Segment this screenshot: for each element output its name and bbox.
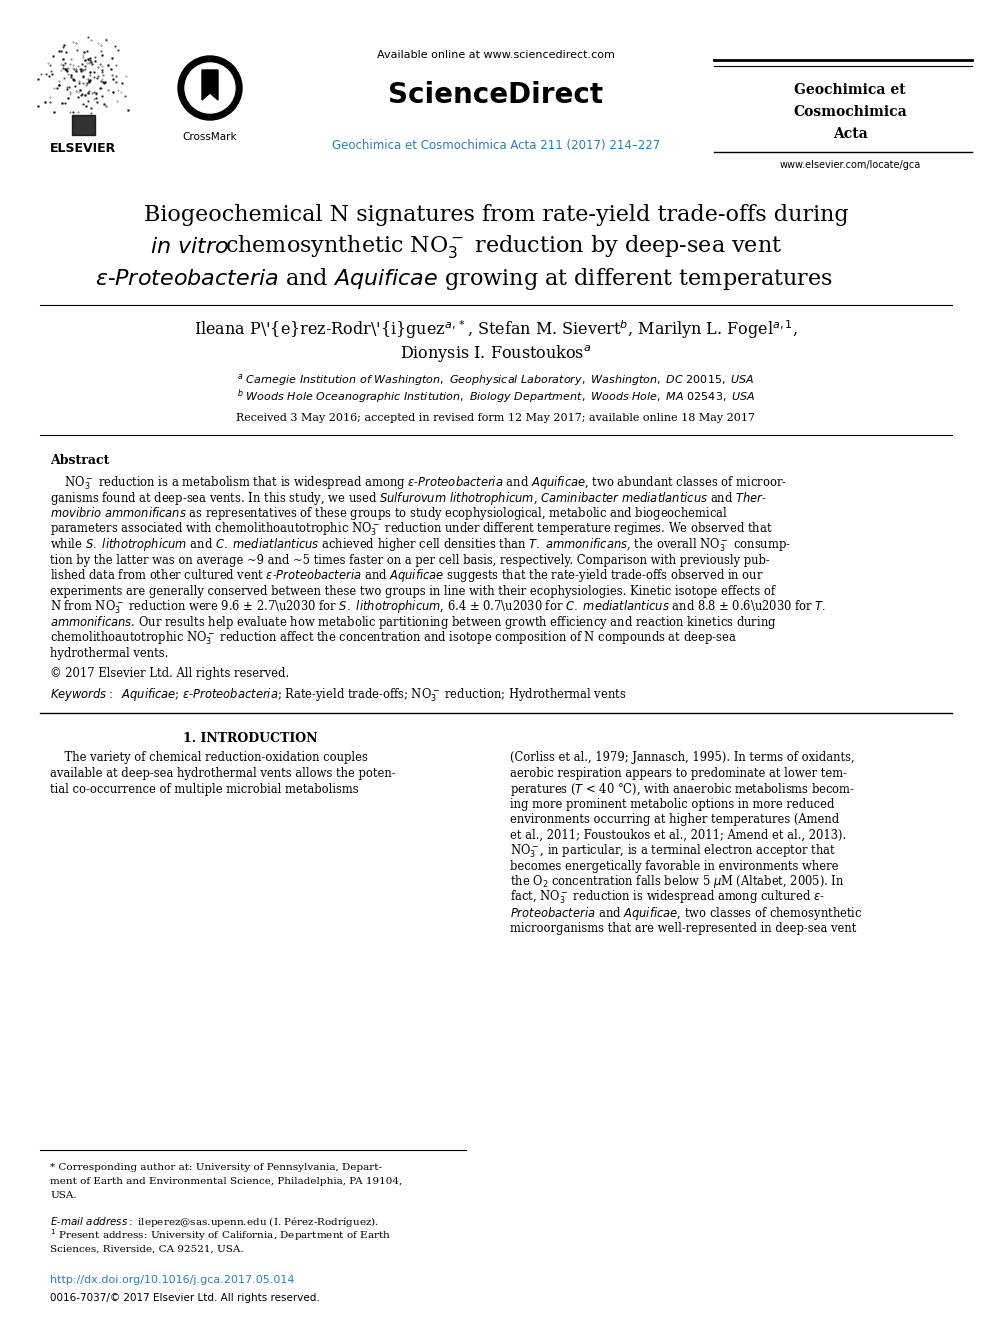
Text: experiments are generally conserved between these two groups in line with their : experiments are generally conserved betw… — [50, 585, 775, 598]
Text: hydrothermal vents.: hydrothermal vents. — [50, 647, 169, 660]
Text: Geochimica et: Geochimica et — [795, 83, 906, 97]
Text: $\mathit{E}$-$\mathit{mail\ address:}$ ileperez@sas.upenn.edu (I. Pérez-Rodrígue: $\mathit{E}$-$\mathit{mail\ address:}$ i… — [50, 1215, 379, 1229]
Text: USA.: USA. — [50, 1191, 76, 1200]
Text: $^{1}$ Present address: University of California, Department of Earth: $^{1}$ Present address: University of Ca… — [50, 1228, 391, 1244]
Text: NO$_3^-$ reduction is a metabolism that is widespread among $\mathit{\varepsilon: NO$_3^-$ reduction is a metabolism that … — [50, 474, 787, 492]
Text: (Corliss et al., 1979; Jannasch, 1995). In terms of oxidants,: (Corliss et al., 1979; Jannasch, 1995). … — [510, 751, 855, 765]
Text: ganisms found at deep-sea vents. In this study, we used $\mathit{Sulfurovum\ lit: ganisms found at deep-sea vents. In this… — [50, 490, 767, 507]
Text: tial co-occurrence of multiple microbial metabolisms: tial co-occurrence of multiple microbial… — [50, 782, 359, 795]
Text: while $\mathit{S.\ lithotrophicum}$ and $\mathit{C.\ mediatlanticus}$ achieved h: while $\mathit{S.\ lithotrophicum}$ and … — [50, 536, 791, 554]
Text: © 2017 Elsevier Ltd. All rights reserved.: © 2017 Elsevier Ltd. All rights reserved… — [50, 667, 290, 680]
Text: peratures ($\mathit{T}$ < 40 °C), with anaerobic metabolisms becom-: peratures ($\mathit{T}$ < 40 °C), with a… — [510, 781, 855, 798]
Text: aerobic respiration appears to predominate at lower tem-: aerobic respiration appears to predomina… — [510, 767, 847, 781]
Text: ELSEVIER: ELSEVIER — [50, 142, 116, 155]
Text: www.elsevier.com/locate/gca: www.elsevier.com/locate/gca — [780, 160, 921, 169]
Circle shape — [178, 56, 242, 120]
Text: 0016-7037/© 2017 Elsevier Ltd. All rights reserved.: 0016-7037/© 2017 Elsevier Ltd. All right… — [50, 1293, 319, 1303]
Text: Available online at www.sciencedirect.com: Available online at www.sciencedirect.co… — [377, 50, 615, 60]
Text: Abstract: Abstract — [50, 454, 109, 467]
Text: the O$_2$ concentration falls below 5 $\mu$M (Altabet, 2005). In: the O$_2$ concentration falls below 5 $\… — [510, 873, 844, 890]
Text: Dionysis I. Foustoukos$^{a}$: Dionysis I. Foustoukos$^{a}$ — [401, 344, 591, 365]
Text: environments occurring at higher temperatures (Amend: environments occurring at higher tempera… — [510, 814, 839, 827]
Text: Acta: Acta — [832, 127, 867, 142]
Text: $\mathit{in\ vitro}$: $\mathit{in\ vitro}$ — [150, 235, 229, 258]
Text: Received 3 May 2016; accepted in revised form 12 May 2017; available online 18 M: Received 3 May 2016; accepted in revised… — [236, 413, 756, 423]
Text: microorganisms that are well-represented in deep-sea vent: microorganisms that are well-represented… — [510, 922, 856, 935]
Text: ing more prominent metabolic options in more reduced: ing more prominent metabolic options in … — [510, 798, 834, 811]
Text: NO$_3^-$, in particular, is a terminal electron acceptor that: NO$_3^-$, in particular, is a terminal e… — [510, 843, 836, 860]
Text: http://dx.doi.org/10.1016/j.gca.2017.05.014: http://dx.doi.org/10.1016/j.gca.2017.05.… — [50, 1275, 295, 1285]
Text: Cosmochimica: Cosmochimica — [794, 105, 907, 119]
Text: $\mathit{Keywords:}$  $\mathit{Aquificae}$; $\mathit{\varepsilon}$-$\mathit{Prot: $\mathit{Keywords:}$ $\mathit{Aquificae}… — [50, 687, 627, 704]
Text: lished data from other cultured vent $\mathit{\varepsilon}$-$\mathit{Proteobacte: lished data from other cultured vent $\m… — [50, 568, 764, 585]
Polygon shape — [202, 70, 218, 101]
Text: et al., 2011; Foustoukos et al., 2011; Amend et al., 2013).: et al., 2011; Foustoukos et al., 2011; A… — [510, 830, 846, 841]
Text: The variety of chemical reduction-oxidation couples: The variety of chemical reduction-oxidat… — [50, 751, 368, 765]
Circle shape — [185, 64, 235, 112]
Text: $^{b}$ $\mathit{Woods\ Hole\ Oceanographic\ Institution,\ Biology\ Department,\ : $^{b}$ $\mathit{Woods\ Hole\ Oceanograph… — [237, 388, 755, 406]
Text: * Corresponding author at: University of Pennsylvania, Depart-: * Corresponding author at: University of… — [50, 1163, 382, 1172]
Text: N from NO$_3^-$ reduction were 9.6 $\pm$ 2.7\u2030 for $\mathit{S.\ lithotrophic: N from NO$_3^-$ reduction were 9.6 $\pm$… — [50, 598, 826, 615]
Text: $\mathit{Proteobacteria}$ and $\mathit{Aquificae}$, two classes of chemosyntheti: $\mathit{Proteobacteria}$ and $\mathit{A… — [510, 905, 862, 922]
Text: available at deep-sea hydrothermal vents allows the poten-: available at deep-sea hydrothermal vents… — [50, 767, 396, 781]
Text: Geochimica et Cosmochimica Acta 211 (2017) 214–227: Geochimica et Cosmochimica Acta 211 (201… — [332, 139, 660, 152]
Text: Sciences, Riverside, CA 92521, USA.: Sciences, Riverside, CA 92521, USA. — [50, 1245, 244, 1253]
Text: $\mathit{\varepsilon}$-$\mathit{Proteobacteria}$ and $\mathit{Aquificae}$ growin: $\mathit{\varepsilon}$-$\mathit{Proteoba… — [95, 266, 832, 292]
Text: $^{a}$ $\mathit{Carnegie\ Institution\ of\ Washington,\ Geophysical\ Laboratory,: $^{a}$ $\mathit{Carnegie\ Institution\ o… — [237, 372, 755, 388]
Text: chemolithoautotrophic NO$_3^-$ reduction affect the concentration and isotope co: chemolithoautotrophic NO$_3^-$ reduction… — [50, 630, 736, 647]
Text: CrossMark: CrossMark — [183, 132, 237, 142]
Text: parameters associated with chemolithoautotrophic NO$_3^-$ reduction under differ: parameters associated with chemolithoaut… — [50, 521, 773, 538]
Text: Biogeochemical N signatures from rate-yield trade-offs during: Biogeochemical N signatures from rate-yi… — [144, 204, 848, 226]
Text: ScienceDirect: ScienceDirect — [389, 81, 603, 108]
Text: 1. INTRODUCTION: 1. INTRODUCTION — [183, 732, 317, 745]
Text: Ileana P\'{e}rez-Rodr\'{i}guez$^{a,*}$, Stefan M. Sievert$^{b}$, Marilyn L. Foge: Ileana P\'{e}rez-Rodr\'{i}guez$^{a,*}$, … — [194, 319, 798, 341]
Text: ment of Earth and Environmental Science, Philadelphia, PA 19104,: ment of Earth and Environmental Science,… — [50, 1177, 402, 1185]
Text: tion by the latter was on average ~9 and ~5 times faster on a per cell basis, re: tion by the latter was on average ~9 and… — [50, 554, 770, 568]
Text: fact, NO$_3^-$ reduction is widespread among cultured $\mathit{\varepsilon}$-: fact, NO$_3^-$ reduction is widespread a… — [510, 889, 824, 906]
Text: chemosynthetic NO$_3^-$ reduction by deep-sea vent: chemosynthetic NO$_3^-$ reduction by dee… — [225, 233, 782, 261]
Text: $\mathit{ammonificans}$. Our results help evaluate how metabolic partitioning be: $\mathit{ammonificans}$. Our results hel… — [50, 614, 777, 631]
Text: becomes energetically favorable in environments where: becomes energetically favorable in envir… — [510, 860, 838, 873]
Text: $\mathit{movibrio\ ammonificans}$ as representatives of these groups to study ec: $\mathit{movibrio\ ammonificans}$ as rep… — [50, 505, 728, 523]
